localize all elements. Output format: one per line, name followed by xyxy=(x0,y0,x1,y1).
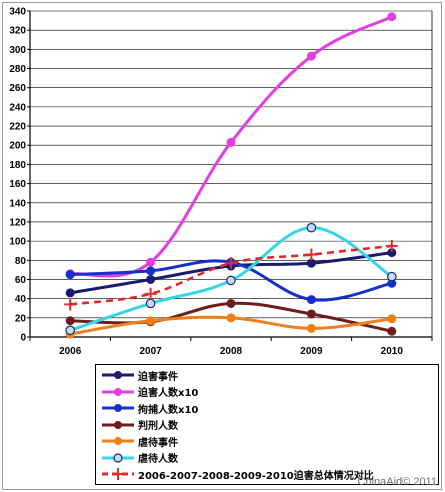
legend-label: 虐待事件 xyxy=(138,437,178,449)
data-point xyxy=(387,12,397,22)
gridlines xyxy=(30,10,432,319)
data-point xyxy=(146,266,156,276)
series-lines xyxy=(64,12,398,339)
data-point xyxy=(145,298,156,309)
legend-item: 迫害事件 xyxy=(96,367,178,383)
legend-item: 判刑人数 xyxy=(96,417,178,433)
data-point xyxy=(65,288,75,298)
legend-item: 迫害人数x10 xyxy=(96,384,198,400)
y-tick-label: 340 xyxy=(9,7,26,18)
y-tick-label: 160 xyxy=(9,179,26,190)
data-point xyxy=(306,51,316,61)
legend-label: 拘捕人数x10 xyxy=(138,404,199,416)
x-tick-labels: 2006 2007 2008 2009 2010 xyxy=(59,346,403,357)
legend-swatch xyxy=(102,387,134,396)
y-tick-label: 240 xyxy=(9,102,26,113)
legend: 迫害事件迫害人数x10 拘捕人数x10 判刑人数虐待事件虐待人数 2006-2007-… xyxy=(95,364,439,485)
series-line xyxy=(70,244,392,306)
legend-item: 虐待事件 xyxy=(96,433,178,449)
y-tick-label: 80 xyxy=(15,256,27,267)
y-tick-label: 20 xyxy=(15,313,27,324)
y-tick-label: 180 xyxy=(9,160,26,171)
data-point xyxy=(146,316,156,326)
x-tick-label: 2008 xyxy=(220,346,243,357)
data-point xyxy=(146,274,156,284)
data-point xyxy=(65,270,75,280)
legend-swatch xyxy=(102,437,134,445)
y-tick-label: 40 xyxy=(15,294,27,305)
legend-label: 2006-2007-2008-2009-2010迫害总体情况对比 xyxy=(138,470,374,482)
y-tick-label: 200 xyxy=(9,141,26,152)
x-tick-label: 2010 xyxy=(381,346,404,357)
y-tick-label: 280 xyxy=(9,64,26,75)
legend-swatch xyxy=(102,404,134,412)
legend-item: 拘捕人数x10 xyxy=(96,400,198,416)
data-point xyxy=(306,323,316,333)
axes xyxy=(27,10,433,341)
y-tick-labels: 0 20 40 60 80 100 120 140 160 180 200 220 240 260 280 3… xyxy=(9,7,26,344)
data-point xyxy=(226,275,236,286)
data-point xyxy=(306,295,316,305)
legend-swatch xyxy=(102,420,134,429)
series-5 xyxy=(65,222,397,336)
data-point xyxy=(65,325,75,336)
legend-swatch xyxy=(102,468,134,480)
chart-plot: 0 20 40 60 80 100 120 140 160 180 200 220 240 260 280 3… xyxy=(9,7,433,357)
y-tick-label: 0 xyxy=(20,333,26,344)
data-point xyxy=(226,298,236,308)
y-tick-label: 60 xyxy=(15,275,27,286)
legend-label: 迫害人数x10 xyxy=(138,388,199,399)
x-tick-label: 2009 xyxy=(300,346,323,357)
data-point xyxy=(306,222,317,233)
legend-swatch xyxy=(102,371,134,379)
data-point xyxy=(306,309,316,319)
y-tick-label: 300 xyxy=(9,45,26,56)
series-4 xyxy=(65,313,397,339)
legend-swatch xyxy=(102,452,134,463)
legend-item: 虐待人数 xyxy=(96,450,178,466)
y-tick-label: 320 xyxy=(9,26,26,37)
legend-item: 2006-2007-2008-2009-2010迫害总体情况对比 xyxy=(96,466,374,482)
x-tick-label: 2006 xyxy=(59,346,82,357)
data-point xyxy=(387,326,397,336)
y-tick-label: 120 xyxy=(9,217,26,228)
series-6 xyxy=(64,239,398,311)
data-point xyxy=(146,257,156,267)
y-tick-label: 260 xyxy=(9,83,26,94)
data-point xyxy=(226,313,236,323)
data-point xyxy=(226,137,236,147)
data-point xyxy=(65,316,75,326)
legend-label: 判刑人数 xyxy=(138,421,178,432)
data-point xyxy=(386,271,397,282)
y-tick-label: 140 xyxy=(9,198,26,209)
y-tick-label: 100 xyxy=(9,237,26,248)
legend-label: 迫害事件 xyxy=(138,371,178,383)
legend-label: 虐待人数 xyxy=(138,454,178,465)
x-tick-label: 2007 xyxy=(139,346,162,357)
watermark-text: ChinaAid© 2011 xyxy=(357,476,437,488)
y-tick-label: 220 xyxy=(9,122,26,133)
data-point xyxy=(387,314,397,324)
